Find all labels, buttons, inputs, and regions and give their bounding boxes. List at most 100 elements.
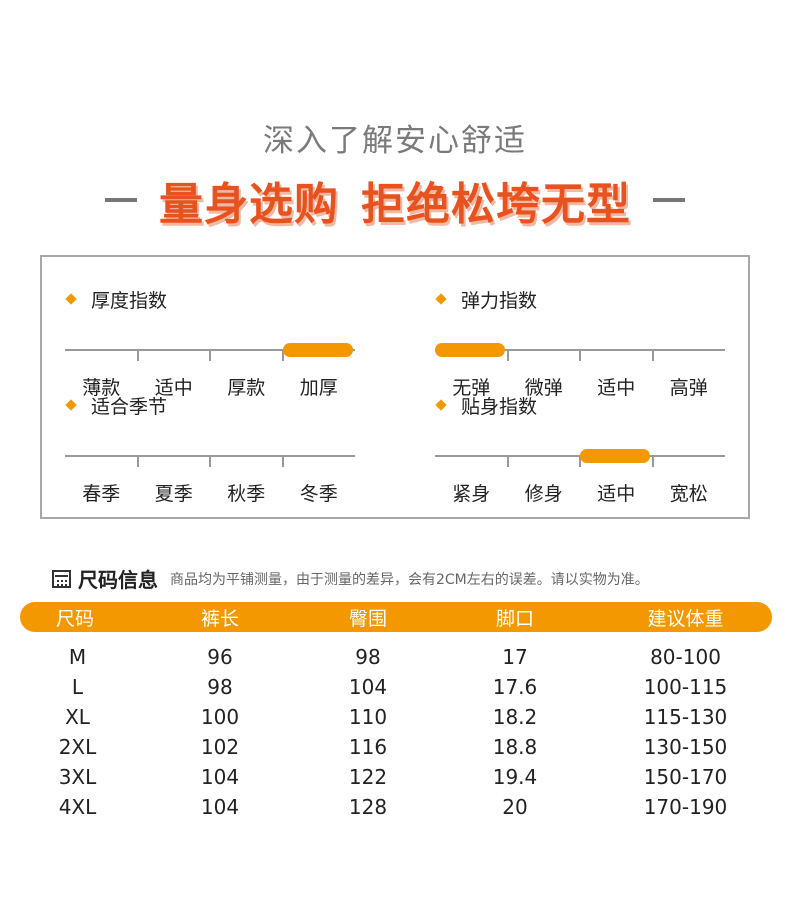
- index-label: 适合季节: [91, 395, 168, 418]
- headline-part2: 拒绝松垮无型: [361, 179, 631, 230]
- scale-tick: [209, 349, 211, 361]
- table-cell: 104: [348, 675, 388, 699]
- table-cell: 18.8: [492, 735, 538, 759]
- scale-bar: [435, 343, 725, 361]
- index-season: 适合季节 春季 夏季 秋季 冬季: [65, 393, 355, 505]
- size-table: 尺码 裤长 臀围 脚口 建议体重 M 96 98 17 80-100 L 98 …: [20, 602, 772, 822]
- option-label: 适中: [597, 377, 636, 399]
- table-cell: 98: [207, 675, 233, 699]
- selected-indicator: [435, 343, 505, 357]
- table-cell: 4XL: [58, 795, 97, 819]
- option-label: 加厚: [299, 377, 338, 399]
- table-cell: 128: [348, 795, 388, 819]
- table-cell: 130-150: [643, 735, 728, 759]
- headline: 量身选购 拒绝松垮无型: [0, 168, 790, 232]
- table-row: 3XL 104 122 19.4 150-170: [20, 762, 772, 792]
- scale-tick: [281, 455, 284, 467]
- column-header: 臀围: [348, 607, 387, 630]
- table-cell: 102: [200, 735, 240, 759]
- index-panel: 厚度指数 薄款 适中 厚款 加厚 弹力指数 无弹 微弹 适中 高弹 适合季节 春…: [40, 255, 750, 519]
- table-row: M 96 98 17 80-100: [20, 642, 772, 672]
- option-label: 冬季: [299, 483, 338, 505]
- table-cell: 18.2: [492, 705, 538, 729]
- size-info-note: 商品均为平铺测量，由于测量的差异，会有2CM左右的误差。请以实物为准。: [170, 571, 649, 588]
- table-row: 2XL 102 116 18.8 130-150: [20, 732, 772, 762]
- scale-tick: [281, 349, 284, 361]
- table-cell: 122: [348, 765, 388, 789]
- scale-tick: [136, 349, 139, 361]
- table-row: 4XL 104 128 20 170-190: [20, 792, 772, 822]
- scale-tick: [651, 455, 654, 467]
- option-label: 无弹: [452, 377, 491, 399]
- table-cell: L: [71, 675, 84, 699]
- option-label: 薄款: [82, 377, 121, 399]
- table-cell: 17: [502, 645, 528, 669]
- table-row: XL 100 110 18.2 115-130: [20, 702, 772, 732]
- option-label: 适中: [597, 483, 636, 505]
- option-label: 夏季: [154, 483, 193, 505]
- table-cell: 100-115: [643, 675, 728, 699]
- size-table-header: 尺码 裤长 臀围 脚口 建议体重: [20, 602, 772, 632]
- table-cell: 2XL: [58, 735, 97, 759]
- scale-bar: [65, 343, 355, 361]
- scale-tick: [506, 455, 509, 467]
- table-cell: 17.6: [492, 675, 538, 699]
- headline-text: 量身选购 拒绝松垮无型: [159, 168, 631, 232]
- headline-part1: 量身选购: [159, 179, 339, 230]
- table-cell: 115-130: [643, 705, 728, 729]
- index-thickness: 厚度指数 薄款 适中 厚款 加厚: [65, 287, 355, 399]
- size-info-title: 尺码信息: [78, 568, 158, 592]
- option-label: 厚款: [227, 377, 266, 399]
- option-label: 高弹: [669, 377, 708, 399]
- right-dash: [653, 198, 685, 202]
- scale-tick: [579, 349, 581, 361]
- column-header: 裤长: [200, 607, 239, 630]
- table-row: L 98 104 17.6 100-115: [20, 672, 772, 702]
- scale-bar: [65, 449, 355, 467]
- diamond-icon: [435, 293, 447, 305]
- column-header: 建议体重: [647, 607, 724, 630]
- table-cell: 96: [207, 645, 233, 669]
- column-header: 尺码: [56, 607, 95, 630]
- scale-tick: [136, 455, 139, 467]
- index-elasticity: 弹力指数 无弹 微弹 适中 高弹: [435, 287, 725, 399]
- table-cell: XL: [65, 705, 90, 729]
- table-cell: 170-190: [643, 795, 728, 819]
- selected-indicator: [580, 449, 650, 463]
- table-cell: 104: [200, 795, 240, 819]
- size-info-header: 尺码信息 商品均为平铺测量，由于测量的差异，会有2CM左右的误差。请以实物为准。: [52, 564, 649, 593]
- index-label: 厚度指数: [91, 289, 168, 312]
- option-label: 秋季: [227, 483, 266, 505]
- subtitle: 深入了解安心舒适: [263, 123, 527, 159]
- size-table-body: M 96 98 17 80-100 L 98 104 17.6 100-115 …: [20, 632, 772, 822]
- index-label: 弹力指数: [461, 289, 538, 312]
- left-dash: [105, 198, 137, 202]
- selected-indicator: [282, 343, 353, 357]
- table-cell: 100: [200, 705, 240, 729]
- table-cell: 20: [502, 795, 528, 819]
- calendar-icon: [52, 569, 71, 588]
- scale-tick: [506, 349, 509, 361]
- scale-tick: [579, 455, 581, 467]
- scale-tick: [209, 455, 211, 467]
- option-label: 适中: [154, 377, 193, 399]
- option-label: 修身: [524, 483, 563, 505]
- index-fit: 贴身指数 紧身 修身 适中 宽松: [435, 393, 725, 505]
- table-cell: 3XL: [58, 765, 97, 789]
- option-label: 微弹: [524, 377, 563, 399]
- table-cell: 150-170: [643, 765, 728, 789]
- index-label: 贴身指数: [461, 395, 538, 418]
- scale-tick: [651, 349, 654, 361]
- option-label: 紧身: [452, 483, 491, 505]
- diamond-icon: [65, 293, 77, 305]
- option-label: 宽松: [669, 483, 708, 505]
- table-cell: 110: [348, 705, 388, 729]
- table-cell: 104: [200, 765, 240, 789]
- diamond-icon: [65, 399, 77, 411]
- table-cell: M: [68, 645, 87, 669]
- option-label: 春季: [82, 483, 121, 505]
- scale-bar: [435, 449, 725, 467]
- diamond-icon: [435, 399, 447, 411]
- table-cell: 116: [348, 735, 388, 759]
- table-cell: 80-100: [650, 645, 721, 669]
